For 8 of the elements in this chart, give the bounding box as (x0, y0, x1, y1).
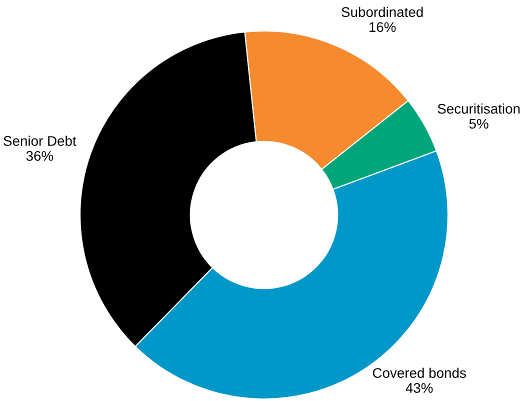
data-label: 16% (369, 22, 396, 32)
slice-label: Senior Debt (4, 136, 76, 146)
slice-label: Covered bonds (372, 368, 466, 378)
slice-label: Subordinated (342, 6, 423, 18)
data-label: 43% (406, 383, 433, 393)
slice-label: Securitisation (438, 103, 520, 114)
data-label: 5% (469, 118, 488, 129)
data-label: 36% (26, 151, 54, 161)
